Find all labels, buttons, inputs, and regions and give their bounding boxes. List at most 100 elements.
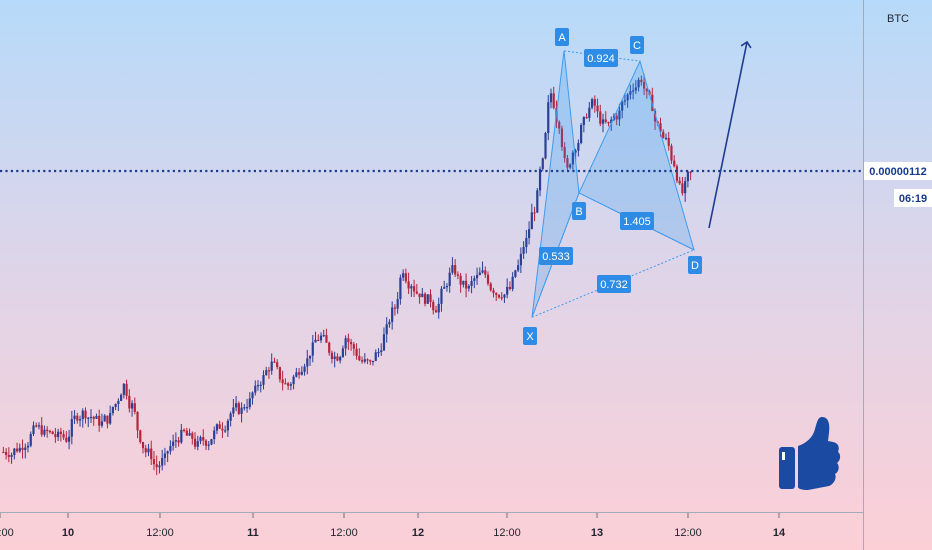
candle-body	[303, 366, 306, 372]
candle-body	[136, 411, 139, 431]
candle-body	[637, 79, 640, 88]
candle-body	[366, 359, 369, 361]
candle-body	[237, 403, 240, 414]
candle-body	[426, 294, 429, 304]
candle-body	[182, 429, 186, 432]
candle-body	[245, 407, 249, 409]
candle-body	[470, 280, 473, 287]
candle-body	[224, 430, 227, 432]
time-tick-label: 12:00	[0, 527, 14, 539]
pattern-point-a-label: A	[558, 32, 566, 44]
time-axis[interactable]: 12:00 10 12:00 11 12:00 12 12:00 13 12:00 14	[0, 513, 786, 539]
candle-body	[607, 121, 610, 124]
ratio-ac-box[interactable]	[584, 49, 618, 67]
candle-body	[98, 415, 101, 426]
candle-body	[106, 415, 109, 424]
candle-body	[440, 288, 443, 304]
candle-body	[347, 338, 350, 343]
candle-body	[92, 416, 95, 419]
time-tick-label: 12:00	[493, 527, 521, 539]
ratio-xb-box[interactable]	[539, 247, 573, 265]
candle-body	[70, 419, 73, 437]
candle-body	[410, 286, 413, 289]
candle-body	[81, 410, 84, 420]
candle-body	[667, 137, 670, 146]
candle-body	[388, 321, 391, 325]
candle-body	[437, 303, 440, 313]
candle-body	[451, 265, 454, 273]
pattern-point-a-box[interactable]	[555, 28, 569, 46]
candle-body	[566, 158, 569, 168]
candle-body	[89, 416, 93, 419]
candle-body	[67, 436, 71, 442]
candle-body	[172, 441, 175, 447]
candle-body	[100, 421, 104, 426]
candle-body	[174, 440, 177, 442]
candle-body	[601, 119, 605, 124]
candle-body	[618, 110, 621, 120]
projection-arrow	[708, 40, 752, 229]
time-tick-label: 13	[591, 527, 603, 539]
pattern-point-x-box[interactable]	[523, 327, 537, 345]
candle-body	[443, 287, 446, 289]
time-tick-label: 12:00	[146, 527, 174, 539]
candle-body	[681, 183, 684, 194]
time-tick-label: 12:00	[330, 527, 358, 539]
candle-body	[18, 447, 21, 452]
candle-body	[500, 297, 503, 299]
candle-body	[673, 160, 676, 167]
pattern-point-c-box[interactable]	[630, 36, 644, 54]
candle-body	[125, 383, 128, 396]
ratio-bd-label: 1.405	[623, 216, 651, 228]
candle-body	[369, 360, 372, 362]
candle-body	[295, 372, 298, 377]
candle-body	[508, 286, 512, 290]
candle-body	[664, 137, 668, 140]
candle-body	[48, 430, 52, 433]
candle-body	[547, 102, 550, 134]
candle-body	[57, 431, 60, 438]
time-tick-label: 11	[247, 527, 259, 539]
candle-body	[270, 361, 273, 371]
candle-body	[371, 360, 375, 363]
candle-body	[218, 424, 221, 429]
candle-body	[412, 286, 416, 292]
candle-body	[333, 356, 336, 360]
candle-body	[689, 171, 692, 173]
candle-body	[191, 433, 194, 439]
ratio-bd-box[interactable]	[620, 212, 654, 230]
ratio-xd-box[interactable]	[597, 275, 631, 293]
candle-body	[640, 79, 643, 83]
candle-body	[128, 395, 131, 409]
candle-body	[445, 286, 449, 288]
candle-body	[229, 413, 232, 421]
candle-body	[117, 400, 120, 404]
candle-body	[358, 355, 361, 361]
last-price-tag[interactable]	[864, 162, 932, 180]
candle-body	[2, 451, 5, 454]
candle-body	[7, 454, 10, 457]
candle-body	[267, 370, 271, 372]
bat-pattern-drawing[interactable]: 0.533 0.924 1.405 0.732 X A B C D	[523, 28, 702, 345]
candle-body	[213, 430, 216, 440]
candle-body	[226, 420, 229, 431]
candle-body	[46, 429, 49, 431]
candle-body	[235, 403, 238, 408]
pattern-point-d-box[interactable]	[688, 256, 702, 274]
candle-body	[147, 448, 150, 453]
pattern-point-b-box[interactable]	[572, 202, 586, 220]
candle-body	[473, 278, 476, 281]
candle-body	[350, 342, 353, 345]
candle-body	[87, 417, 90, 419]
candle-body	[95, 415, 98, 419]
pattern-xd-line	[531, 249, 695, 318]
candle-body	[24, 447, 27, 450]
candle-body	[15, 448, 19, 452]
candle-body	[456, 274, 459, 276]
candle-body	[62, 434, 65, 438]
candle-body	[284, 383, 287, 385]
candle-body	[281, 379, 284, 384]
candle-body	[423, 293, 427, 304]
